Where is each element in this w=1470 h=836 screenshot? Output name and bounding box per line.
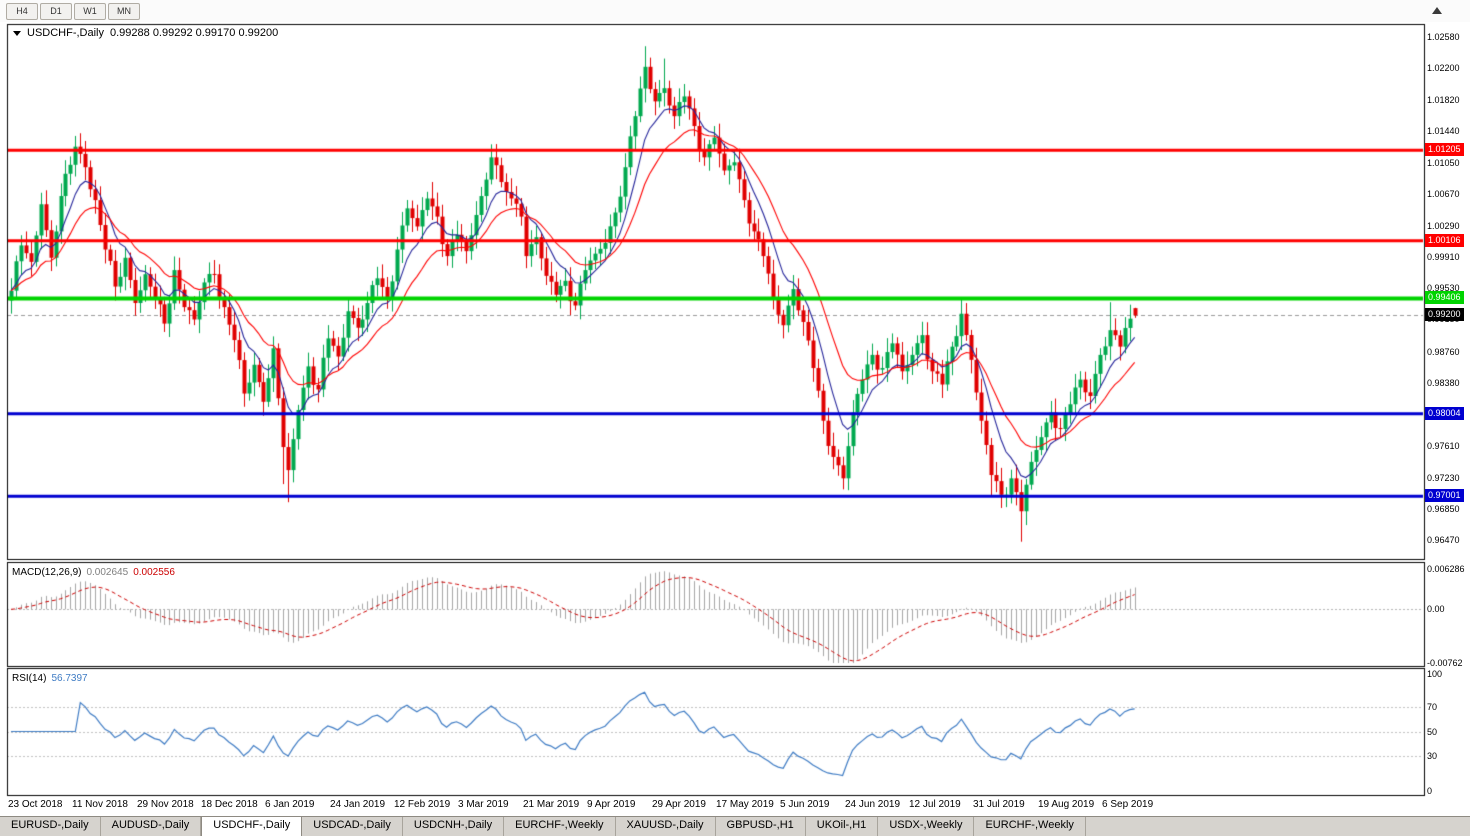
- current-price-tag: 0.99200: [1425, 308, 1464, 322]
- timeframe-button-w1[interactable]: W1: [74, 3, 106, 20]
- timeframe-toolbar: H4 D1 W1 MN: [0, 0, 1470, 22]
- rsi-axis-label: 0: [1427, 786, 1433, 796]
- date-axis-label: 21 Mar 2019: [523, 799, 580, 810]
- date-axis-label: 9 Apr 2019: [587, 799, 636, 810]
- price-axis-label: 0.98380: [1427, 377, 1460, 388]
- macd-name: MACD(12,26,9): [12, 567, 82, 578]
- timeframe-button-h4[interactable]: H4: [6, 3, 38, 20]
- date-axis-label: 12 Feb 2019: [394, 799, 451, 810]
- price-axis-label: 0.96850: [1427, 503, 1460, 514]
- macd-main-value: 0.002645: [86, 567, 129, 578]
- date-axis-label: 29 Nov 2018: [137, 799, 194, 810]
- chart-tab-xauusd-daily[interactable]: XAUUSD-,Daily: [615, 817, 716, 836]
- chart-tab-eurchf-weekly[interactable]: EURCHF-,Weekly: [504, 817, 616, 836]
- level-price-tag: 0.97001: [1425, 489, 1464, 503]
- macd-axis-label: -0.00762: [1427, 658, 1463, 668]
- price-axis-label: 0.97230: [1427, 472, 1460, 483]
- timeframe-button-d1[interactable]: D1: [40, 3, 72, 20]
- price-axis-label: 1.01440: [1427, 126, 1460, 136]
- date-axis-label: 11 Nov 2018: [72, 799, 128, 810]
- price-axis-label: 1.02200: [1427, 63, 1460, 74]
- date-axis-label: 19 Aug 2019: [1038, 799, 1095, 810]
- chart-tab-eurusd-daily[interactable]: EURUSD-,Daily: [0, 817, 101, 836]
- chart-tab-usdcad-daily[interactable]: USDCAD-,Daily: [302, 817, 403, 836]
- ohlc-values: 0.99288 0.99292 0.99170 0.99200: [110, 27, 279, 39]
- price-axis-label: 1.01820: [1427, 94, 1460, 105]
- price-axis-label: 0.96470: [1427, 535, 1460, 546]
- date-axis-label: 3 Mar 2019: [458, 799, 509, 810]
- chart-tab-eurchf-weekly[interactable]: EURCHF-,Weekly: [974, 817, 1086, 836]
- chart-tab-usdx-weekly[interactable]: USDX-,Weekly: [878, 817, 975, 836]
- level-price-tag: 0.99406: [1425, 291, 1464, 305]
- chart-tab-usdcnh-daily[interactable]: USDCNH-,Daily: [402, 817, 505, 836]
- date-axis-label: 23 Oct 2018: [8, 799, 63, 810]
- level-price-tag: 1.00106: [1425, 233, 1464, 247]
- rsi-value: 56.7397: [51, 673, 88, 684]
- price-chart-canvas[interactable]: [0, 0, 1470, 814]
- date-axis-label: 24 Jun 2019: [845, 799, 901, 810]
- macd-signal-value: 0.002556: [133, 567, 175, 578]
- price-axis-label: 0.98760: [1427, 346, 1460, 357]
- symbol-label: USDCHF-,Daily: [27, 27, 104, 39]
- rsi-name: RSI(14): [12, 673, 47, 684]
- price-axis-label: 1.02580: [1427, 32, 1460, 43]
- symbol-dropdown-icon[interactable]: [13, 30, 21, 36]
- macd-axis-label: 0.00: [1427, 604, 1445, 615]
- macd-indicator-label: MACD(12,26,9) 0.002645 0.002556: [12, 567, 175, 578]
- date-axis-label: 12 Jul 2019: [909, 799, 961, 810]
- date-axis-label: 24 Jan 2019: [330, 799, 386, 810]
- chart-tab-audusd-daily[interactable]: AUDUSD-,Daily: [100, 817, 202, 836]
- date-axis-label: 29 Apr 2019: [652, 799, 706, 810]
- price-axis-label: 0.97610: [1427, 441, 1460, 452]
- price-axis-label: 1.00290: [1427, 220, 1460, 231]
- date-axis-label: 17 May 2019: [716, 799, 774, 810]
- rsi-axis-label: 50: [1427, 726, 1438, 737]
- chart-tab-ukoil-h1[interactable]: UKOil-,H1: [805, 817, 879, 836]
- price-axis-label: 1.00670: [1427, 189, 1460, 200]
- date-axis-label: 18 Dec 2018: [201, 799, 258, 810]
- level-price-tag: 0.98004: [1425, 406, 1464, 420]
- rsi-axis-label: 30: [1427, 751, 1438, 762]
- rsi-axis-label: 100: [1427, 669, 1443, 679]
- level-price-tag: 1.01205: [1425, 143, 1464, 157]
- price-axis-label: 0.99910: [1427, 251, 1460, 262]
- chart-tab-usdchf-daily[interactable]: USDCHF-,Daily: [201, 817, 303, 836]
- timeframe-button-mn[interactable]: MN: [108, 3, 140, 20]
- date-axis-label: 31 Jul 2019: [973, 799, 1025, 810]
- chart-shift-icon[interactable]: [1432, 7, 1442, 14]
- rsi-indicator-label: RSI(14) 56.7397: [12, 673, 88, 684]
- timeframe-button-group: H4 D1 W1 MN: [6, 3, 140, 20]
- rsi-axis-label: 70: [1427, 701, 1438, 712]
- date-axis-label: 6 Sep 2019: [1102, 799, 1154, 810]
- chart-tab-gbpusd-h1[interactable]: GBPUSD-,H1: [715, 817, 806, 836]
- macd-axis-label: 0.006286: [1427, 564, 1465, 574]
- chart-title: USDCHF-,Daily 0.99288 0.99292 0.99170 0.…: [13, 27, 278, 39]
- price-axis-label: 1.01050: [1427, 158, 1460, 169]
- date-axis-label: 5 Jun 2019: [780, 799, 830, 810]
- price-axis-label: 0.99530: [1427, 283, 1460, 294]
- date-axis-label: 6 Jan 2019: [265, 799, 315, 810]
- chart-tabs-bar: EURUSD-,Daily AUDUSD-,Daily USDCHF-,Daily U…: [0, 816, 1470, 836]
